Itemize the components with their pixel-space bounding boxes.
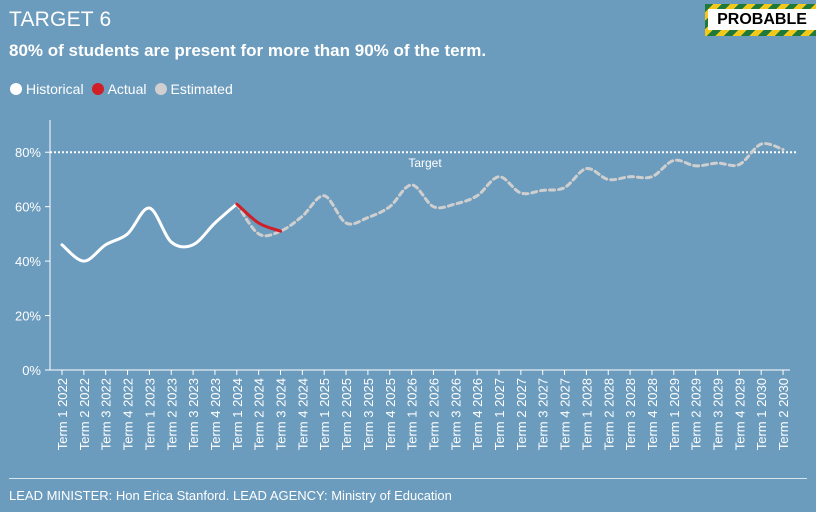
- probable-status-badge: PROBABLE: [705, 4, 816, 36]
- x-tick-label: Term 2 2024: [252, 378, 267, 450]
- legend-swatch-historical: [10, 83, 22, 95]
- x-tick-label: Term 3 2029: [711, 378, 726, 450]
- estimated-series-line: [235, 142, 785, 238]
- x-tick-label: Term 1 2022: [55, 378, 70, 450]
- historical-series-line: [60, 202, 239, 263]
- x-tick-label: Term 2 2025: [339, 378, 354, 450]
- legend-label-estimated: Estimated: [170, 81, 233, 97]
- x-tick-label: Term 1 2024: [230, 378, 245, 450]
- x-tick-label: Term 1 2030: [754, 378, 769, 450]
- x-tick-label: Term 4 2024: [295, 378, 310, 450]
- x-tick-label: Term 3 2026: [448, 378, 463, 450]
- target-line-label: Target: [408, 156, 442, 170]
- x-tick-label: Term 4 2028: [645, 378, 660, 450]
- x-tick-label: Term 4 2026: [470, 378, 485, 450]
- footer-lead-info: LEAD MINISTER: Hon Erica Stanford. LEAD …: [9, 488, 452, 503]
- x-tick-label: Term 3 2023: [186, 378, 201, 450]
- actual-series-line: [235, 202, 282, 233]
- y-tick-label: 40%: [15, 254, 41, 269]
- y-tick-label: 0%: [22, 363, 41, 378]
- x-tick-label: Term 2 2030: [776, 378, 791, 450]
- legend-item-actual: Actual: [91, 81, 147, 97]
- x-tick-label: Term 2 2022: [77, 378, 92, 450]
- legend-swatch-actual: [91, 83, 104, 95]
- x-tick-label: Term 2 2023: [164, 378, 179, 450]
- x-tick-label: Term 3 2028: [623, 378, 638, 450]
- x-tick-label: Term 2 2028: [601, 378, 616, 450]
- x-tick-label: Term 3 2024: [274, 378, 289, 450]
- target-number-heading: TARGET 6: [9, 8, 112, 31]
- legend-swatch-estimated: [154, 83, 167, 95]
- x-tick-label: Term 3 2027: [536, 378, 551, 450]
- x-tick-label: Term 2 2029: [689, 378, 704, 450]
- y-tick-label: 20%: [15, 309, 41, 324]
- x-tick-label: Term 1 2029: [667, 378, 682, 450]
- legend-label-historical: Historical: [26, 81, 84, 97]
- x-tick-label: Term 3 2025: [361, 378, 376, 450]
- x-tick-label: Term 4 2029: [732, 378, 747, 450]
- footer-divider: [9, 478, 807, 479]
- status-badge-label: PROBABLE: [708, 9, 816, 30]
- target-subtitle: 80% of students are present for more tha…: [9, 41, 487, 60]
- x-tick-label: Term 4 2023: [208, 378, 223, 450]
- x-tick-label: Term 1 2023: [142, 378, 157, 450]
- y-tick-label: 60%: [15, 200, 41, 215]
- legend-label-actual: Actual: [107, 81, 147, 97]
- chart-legend: Historical Actual Estimated: [10, 80, 241, 98]
- legend-item-estimated: Estimated: [154, 81, 233, 97]
- x-tick-label: Term 2 2027: [514, 378, 529, 450]
- x-tick-label: Term 3 2022: [99, 378, 114, 450]
- x-tick-label: Term 4 2022: [121, 378, 136, 450]
- x-tick-label: Term 2 2026: [426, 378, 441, 450]
- y-tick-label: 80%: [15, 145, 41, 160]
- x-tick-label: Term 1 2026: [405, 378, 420, 450]
- x-tick-label: Term 4 2025: [383, 378, 398, 450]
- x-tick-label: Term 4 2027: [558, 378, 573, 450]
- x-tick-label: Term 1 2025: [317, 378, 332, 450]
- legend-item-historical: Historical: [10, 81, 84, 97]
- x-tick-label: Term 1 2027: [492, 378, 507, 450]
- x-tick-label: Term 1 2028: [579, 378, 594, 450]
